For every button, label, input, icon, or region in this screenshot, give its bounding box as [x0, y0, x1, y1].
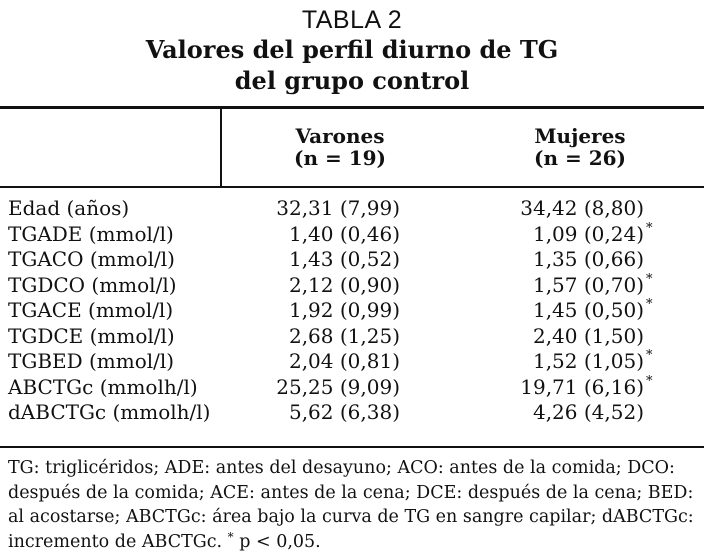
footnote-pvalue: p < 0,05.: [233, 531, 321, 552]
cell-varones: 2,68 (1,25): [288, 323, 400, 348]
cell-mujeres: 1,09 (0,24): [532, 221, 644, 246]
table-row: TGBED (mmol/l) 2,04 (0,81) 1,52 (1,05) *: [0, 348, 704, 375]
cell-varones: 5,62 (6,38): [288, 400, 400, 424]
cell-varones: 25,25 (9,09): [276, 374, 400, 399]
table-row: TGDCE (mmol/l) 2,68 (1,25) 2,40 (1,50): [0, 324, 704, 350]
cell-mujeres: 19,71 (6,16): [520, 374, 644, 399]
table-row: dABCTGc (mmolh/l) 5,62 (6,38) 4,26 (4,52…: [0, 400, 704, 426]
footnote-significance-mark: *: [227, 529, 234, 544]
significance-mark: *: [646, 271, 653, 287]
cell-varones: 1,43 (0,52): [288, 247, 400, 271]
footnote-line: al acostarse; ABCTGc: área bajo la curva…: [8, 507, 694, 527]
cell-mujeres: 1,45 (0,50): [532, 298, 644, 322]
row-label: TGDCO (mmol/l): [8, 272, 177, 297]
table-row: TGACE (mmol/l) 1,92 (0,99) 1,45 (0,50) *: [0, 297, 704, 324]
significance-mark: *: [646, 297, 653, 312]
cell-mujeres: 1,35 (0,66): [532, 247, 644, 271]
row-label: TGACE (mmol/l): [8, 298, 174, 322]
column-header-varones: Varones (n = 19): [225, 125, 455, 169]
footnote-line: incremento de ABCTGc. * p < 0,05.: [8, 530, 700, 556]
table-row: TGADE (mmol/l) 1,40 (0,46) 1,09 (0,24) *: [0, 221, 704, 248]
column-header-name: Varones: [295, 124, 385, 148]
table-number: TABLA 2: [301, 6, 403, 34]
column-header-count: (n = 26): [534, 146, 626, 170]
table-body: Edad (años) 32,31 (7,99) 34,42 (8,80) TG…: [0, 196, 704, 426]
row-label: Edad (años): [8, 196, 130, 220]
table-header-rule: [0, 186, 704, 188]
table-row: Edad (años) 32,31 (7,99) 34,42 (8,80): [0, 196, 704, 222]
cell-varones: 2,12 (0,90): [288, 272, 400, 297]
row-label: dABCTGc (mmolh/l): [8, 400, 211, 424]
table-row: TGACO (mmol/l) 1,43 (0,52) 1,35 (0,66): [0, 247, 704, 273]
row-label: TGACO (mmol/l): [8, 247, 175, 271]
column-header-count: (n = 19): [294, 146, 386, 170]
table-row: TGDCO (mmol/l) 2,12 (0,90) 1,57 (0,70) *: [0, 272, 704, 299]
cell-mujeres: 4,26 (4,52): [532, 400, 644, 424]
cell-mujeres: 1,52 (1,05): [532, 349, 644, 373]
footnote-line: TG: triglicéridos; ADE: antes del desayu…: [8, 458, 675, 478]
table-caption-line-2: del grupo control: [234, 66, 470, 95]
significance-mark: *: [646, 220, 653, 236]
header-column-divider: [220, 108, 222, 187]
row-label: ABCTGc (mmolh/l): [8, 374, 198, 399]
cell-varones: 32,31 (7,99): [276, 196, 400, 220]
footnote-text: incremento de ABCTGc.: [8, 531, 228, 552]
table-caption-line-1: Valores del perfil diurno de TG: [145, 35, 559, 64]
cell-varones: 1,92 (0,99): [288, 298, 400, 322]
cell-mujeres: 1,57 (0,70): [532, 272, 644, 297]
table-bottom-rule: [0, 446, 704, 448]
table-row: ABCTGc (mmolh/l) 25,25 (9,09) 19,71 (6,1…: [0, 374, 704, 401]
column-header-mujeres: Mujeres (n = 26): [460, 125, 700, 169]
cell-varones: 2,04 (0,81): [288, 349, 400, 373]
column-header-name: Mujeres: [534, 124, 626, 148]
table-top-rule: [0, 106, 704, 109]
row-label: TGDCE (mmol/l): [8, 323, 175, 348]
significance-mark: *: [646, 348, 653, 363]
cell-mujeres: 2,40 (1,50): [532, 323, 644, 348]
table-title-block: TABLA 2 Valores del perfil diurno de TG …: [0, 6, 704, 96]
row-label: TGADE (mmol/l): [8, 221, 174, 246]
significance-mark: *: [646, 373, 653, 389]
cell-varones: 1,40 (0,46): [288, 221, 400, 246]
row-label: TGBED (mmol/l): [8, 349, 175, 373]
footnote-line: después de la comida; ACE: antes de la c…: [8, 482, 694, 503]
table-footnote: TG: triglicéridos; ADE: antes del desayu…: [8, 456, 700, 555]
cell-mujeres: 34,42 (8,80): [520, 196, 644, 220]
